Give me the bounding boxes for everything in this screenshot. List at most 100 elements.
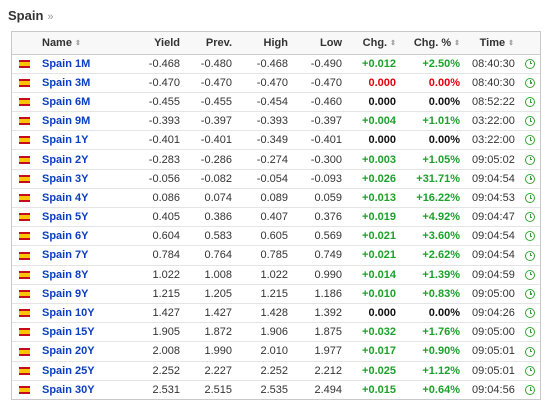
chg-cell: +0.010 — [348, 284, 402, 304]
status-column-header — [520, 32, 540, 55]
table-row[interactable]: Spain 4Y 0.086 0.074 0.089 0.059 +0.013 +16.22… — [12, 188, 540, 209]
column-header-prev[interactable]: Prev. — [186, 32, 238, 55]
bond-name-link[interactable]: Spain 8Y — [42, 268, 89, 281]
chg-cell-value: +0.017 — [362, 345, 396, 358]
column-header-high[interactable]: High — [238, 32, 294, 55]
column-header-name[interactable]: Name ⇕ — [36, 32, 136, 55]
bond-name-link[interactable]: Spain 1M — [42, 57, 91, 70]
chg-pct-cell: +1.05% — [402, 149, 466, 170]
yield-cell-value: -0.056 — [148, 172, 180, 185]
high-cell-value: 0.785 — [260, 249, 288, 262]
prev-cell-value: 0.583 — [204, 230, 232, 243]
time-cell-value: 09:04:53 — [472, 191, 515, 204]
chg-pct-cell-value: +2.62% — [422, 249, 460, 262]
status-cell — [520, 380, 540, 399]
table-row[interactable]: Spain 1Y -0.401 -0.401 -0.349 -0.401 0.000 0.0… — [12, 130, 540, 151]
low-cell: 1.875 — [294, 322, 348, 343]
prev-cell-value: 1.205 — [204, 287, 232, 300]
bond-name-link[interactable]: Spain 7Y — [42, 249, 89, 262]
bond-name-link[interactable]: Spain 25Y — [42, 364, 95, 377]
flag-cell — [12, 169, 36, 189]
column-header-chg[interactable]: Chg. ⇕ — [348, 32, 402, 55]
bond-name-link[interactable]: Spain 10Y — [42, 307, 95, 320]
table-row[interactable]: Spain 3Y -0.056 -0.082 -0.054 -0.093 +0.026 +3… — [12, 169, 540, 189]
table-row[interactable]: Spain 20Y 2.008 1.990 2.010 1.977 +0.017 +0.90… — [12, 341, 540, 362]
bond-name-link[interactable]: Spain 15Y — [42, 326, 95, 339]
low-cell-value: 0.376 — [314, 211, 342, 224]
clock-icon — [525, 250, 535, 261]
column-header-time[interactable]: Time ⇕ — [466, 32, 520, 55]
column-header-low[interactable]: Low — [294, 32, 348, 55]
bond-name-link[interactable]: Spain 30Y — [42, 384, 95, 397]
bond-name-link[interactable]: Spain 6M — [42, 95, 91, 108]
time-cell-value: 09:05:00 — [472, 287, 515, 300]
chg-cell: +0.021 — [348, 226, 402, 247]
low-cell-value: 0.990 — [314, 268, 342, 281]
table-row[interactable]: Spain 10Y 1.427 1.427 1.428 1.392 0.000 0.00% 0… — [12, 303, 540, 324]
chg-pct-cell: +0.64% — [402, 380, 466, 399]
table-row[interactable]: Spain 7Y 0.784 0.764 0.785 0.749 +0.021 +2.62%… — [12, 245, 540, 266]
table-row[interactable]: Spain 9Y 1.215 1.205 1.215 1.186 +0.010 +0.83%… — [12, 284, 540, 304]
bond-name-link[interactable]: Spain 20Y — [42, 345, 95, 358]
bond-name-link[interactable]: Spain 9Y — [42, 287, 89, 300]
column-header-yield[interactable]: Yield — [136, 32, 186, 55]
clock-icon — [525, 346, 535, 357]
chg-cell: +0.013 — [348, 188, 402, 209]
high-cell: 1.428 — [238, 303, 294, 324]
table-row[interactable]: Spain 25Y 2.252 2.227 2.252 2.212 +0.025 +1.12… — [12, 361, 540, 381]
prev-cell: 2.227 — [186, 361, 238, 381]
spain-flag-icon — [18, 347, 30, 356]
high-cell: -0.274 — [238, 149, 294, 170]
bond-name-cell: Spain 15Y — [36, 322, 136, 343]
chg-cell: 0.000 — [348, 303, 402, 324]
table-row[interactable]: Spain 8Y 1.022 1.008 1.022 0.990 +0.014 +1.39%… — [12, 265, 540, 285]
bond-name-link[interactable]: Spain 6Y — [42, 230, 89, 243]
time-cell: 09:04:26 — [466, 303, 520, 324]
bond-name-link[interactable]: Spain 4Y — [42, 191, 89, 204]
status-cell — [520, 226, 540, 247]
yield-cell-value: -0.283 — [148, 153, 180, 166]
bond-name-link[interactable]: Spain 5Y — [42, 211, 89, 224]
chg-pct-cell-value: +1.76% — [422, 326, 460, 339]
flag-cell — [12, 226, 36, 247]
chg-pct-cell: +0.83% — [402, 284, 466, 304]
bond-name-link[interactable]: Spain 3Y — [42, 172, 89, 185]
table-row[interactable]: Spain 1M -0.468 -0.480 -0.468 -0.490 +0.012 +2… — [12, 54, 540, 74]
bond-name-link[interactable]: Spain 9M — [42, 115, 91, 128]
chg-cell: 0.000 — [348, 73, 402, 93]
page-title[interactable]: Spain — [8, 8, 44, 23]
bond-name-link[interactable]: Spain 1Y — [42, 134, 89, 147]
yield-cell: 0.086 — [136, 188, 186, 209]
table-row[interactable]: Spain 6Y 0.604 0.583 0.605 0.569 +0.021 +3.60%… — [12, 226, 540, 247]
table-row[interactable]: Spain 2Y -0.283 -0.286 -0.274 -0.300 +0.003 +1… — [12, 149, 540, 170]
table-row[interactable]: Spain 9M -0.393 -0.397 -0.393 -0.397 +0.004 +1… — [12, 111, 540, 132]
chg-cell: 0.000 — [348, 130, 402, 151]
yield-cell-value: 2.008 — [152, 345, 180, 358]
bond-name-cell: Spain 8Y — [36, 265, 136, 285]
time-cell: 09:04:47 — [466, 207, 520, 228]
table-row[interactable]: Spain 30Y 2.531 2.515 2.535 2.494 +0.015 +0.64… — [12, 380, 540, 399]
table-row[interactable]: Spain 6M -0.455 -0.455 -0.454 -0.460 0.000 0.0… — [12, 92, 540, 113]
bond-name-link[interactable]: Spain 2Y — [42, 153, 89, 166]
time-cell: 08:52:22 — [466, 92, 520, 113]
time-cell: 08:40:30 — [466, 73, 520, 93]
bond-name-link[interactable]: Spain 3M — [42, 76, 91, 89]
chg-cell-value: +0.025 — [362, 364, 396, 377]
yield-cell: -0.468 — [136, 54, 186, 74]
yield-cell: 2.531 — [136, 380, 186, 399]
table-row[interactable]: Spain 5Y 0.405 0.386 0.407 0.376 +0.019 +4.92%… — [12, 207, 540, 228]
chg-cell-value: +0.004 — [362, 115, 396, 128]
chg-cell-value: +0.021 — [362, 249, 396, 262]
clock-icon — [525, 288, 535, 299]
table-row[interactable]: Spain 3M -0.470 -0.470 -0.470 -0.470 0.000 0.0… — [12, 73, 540, 93]
low-cell: -0.470 — [294, 73, 348, 93]
high-cell-value: 2.535 — [260, 384, 288, 397]
chg-pct-cell: 0.00% — [402, 92, 466, 113]
table-row[interactable]: Spain 15Y 1.905 1.872 1.906 1.875 +0.032 +1.76… — [12, 322, 540, 343]
chg-pct-cell-value: +1.39% — [422, 268, 460, 281]
clock-icon — [525, 97, 535, 108]
column-header-chg-pct[interactable]: Chg. % ⇕ — [402, 32, 466, 55]
time-cell-value: 08:40:30 — [472, 57, 515, 70]
status-cell — [520, 111, 540, 132]
time-cell-value: 09:05:02 — [472, 153, 515, 166]
